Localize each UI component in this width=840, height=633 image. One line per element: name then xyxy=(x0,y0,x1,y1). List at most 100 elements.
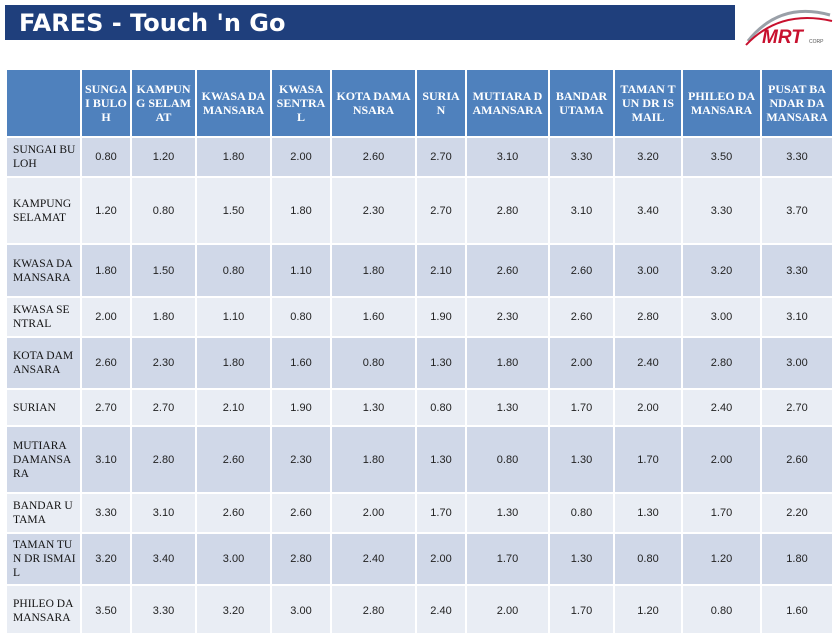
fare-cell: 1.80 xyxy=(330,425,417,494)
fare-cell: 2.10 xyxy=(415,243,467,298)
fare-cell: 0.80 xyxy=(330,336,417,390)
row-label: PHILEO DAMANSARA xyxy=(5,584,82,633)
fare-cell: 0.80 xyxy=(465,425,550,494)
row-label: BANDAR UTAMA xyxy=(5,492,82,534)
fare-cell: 1.50 xyxy=(195,176,272,245)
fare-cell: 3.20 xyxy=(681,243,762,298)
fare-cell: 2.40 xyxy=(681,388,762,427)
fare-cell: 1.30 xyxy=(415,425,467,494)
fare-cell: 1.80 xyxy=(760,532,834,586)
fare-cell: 1.30 xyxy=(465,492,550,534)
fare-cell: 3.70 xyxy=(760,176,834,245)
row-label: SUNGAI BULOH xyxy=(5,136,82,178)
table-row: KWASA SENTRAL 2.00 1.80 1.10 0.80 1.60 1.90 2.3… xyxy=(5,296,834,338)
fare-cell: 0.80 xyxy=(415,388,467,427)
fare-cell: 1.20 xyxy=(613,584,683,633)
fare-cell: 3.30 xyxy=(548,136,615,178)
fare-cell: 2.80 xyxy=(465,176,550,245)
fare-cell: 1.70 xyxy=(613,425,683,494)
fare-cell: 2.00 xyxy=(80,296,132,338)
fare-cell: 2.80 xyxy=(130,425,197,494)
fare-cell: 3.10 xyxy=(548,176,615,245)
fare-cell: 2.40 xyxy=(330,532,417,586)
corner-cell xyxy=(5,68,82,138)
fare-cell: 1.30 xyxy=(465,388,550,427)
title: FARES - Touch 'n Go xyxy=(19,9,286,37)
fare-cell: 0.80 xyxy=(548,492,615,534)
fare-cell: 2.70 xyxy=(760,388,834,427)
fare-cell: 2.00 xyxy=(330,492,417,534)
fare-cell: 2.80 xyxy=(681,336,762,390)
fare-cell: 2.60 xyxy=(465,243,550,298)
fare-cell: 3.10 xyxy=(465,136,550,178)
table-row: SURIAN 2.70 2.70 2.10 1.90 1.30 0.80 1.30 1.70 2.… xyxy=(5,388,834,427)
table-row: KAMPUNG SELAMAT 1.20 0.80 1.50 1.80 2.30 2.70 2… xyxy=(5,176,834,245)
table-row: KWASA DAMANSARA 1.80 1.50 0.80 1.10 1.80 2.10 2… xyxy=(5,243,834,298)
fare-cell: 2.60 xyxy=(195,492,272,534)
fare-cell: 3.30 xyxy=(130,584,197,633)
column-header: MUTIARA DAMANSARA xyxy=(465,68,550,138)
fare-cell: 0.80 xyxy=(270,296,332,338)
logo: MRT CORP xyxy=(745,9,833,48)
fare-cell: 2.60 xyxy=(548,296,615,338)
fare-cell: 3.10 xyxy=(130,492,197,534)
fare-cell: 3.50 xyxy=(80,584,132,633)
fare-cell: 2.60 xyxy=(548,243,615,298)
fare-cell: 1.80 xyxy=(195,336,272,390)
fare-cell: 1.20 xyxy=(130,136,197,178)
column-header: SURIAN xyxy=(415,68,467,138)
row-label: SURIAN xyxy=(5,388,82,427)
fare-cell: 3.50 xyxy=(681,136,762,178)
fare-cell: 1.30 xyxy=(330,388,417,427)
fare-cell: 1.80 xyxy=(130,296,197,338)
fare-cell: 1.70 xyxy=(548,584,615,633)
fare-cell: 1.70 xyxy=(681,492,762,534)
fare-cell: 3.00 xyxy=(613,243,683,298)
fare-cell: 1.80 xyxy=(330,243,417,298)
fare-cell: 2.80 xyxy=(330,584,417,633)
row-label: KWASA DAMANSARA xyxy=(5,243,82,298)
fare-cell: 3.30 xyxy=(760,243,834,298)
fare-cell: 1.60 xyxy=(270,336,332,390)
fare-cell: 1.70 xyxy=(415,492,467,534)
fare-cell: 2.40 xyxy=(613,336,683,390)
fare-cell: 2.70 xyxy=(80,388,132,427)
fare-cell: 2.60 xyxy=(760,425,834,494)
fare-cell: 2.20 xyxy=(760,492,834,534)
fare-cell: 2.00 xyxy=(465,584,550,633)
fare-cell: 2.70 xyxy=(130,388,197,427)
fare-cell: 3.00 xyxy=(195,532,272,586)
table-row: SUNGAI BULOH 0.80 1.20 1.80 2.00 2.60 2.70 3.10… xyxy=(5,136,834,178)
table-row: BANDAR UTAMA 3.30 3.10 2.60 2.60 2.00 1.70 1.30… xyxy=(5,492,834,534)
column-header: KOTA DAMANSARA xyxy=(330,68,417,138)
logo-swoosh xyxy=(746,9,831,42)
fare-cell: 0.80 xyxy=(195,243,272,298)
fare-cell: 1.20 xyxy=(80,176,132,245)
fare-cell: 2.80 xyxy=(270,532,332,586)
fare-cell: 2.00 xyxy=(548,336,615,390)
fare-cell: 2.40 xyxy=(415,584,467,633)
fare-cell: 1.30 xyxy=(548,425,615,494)
fare-cell: 3.20 xyxy=(613,136,683,178)
fare-cell: 3.40 xyxy=(130,532,197,586)
fare-cell: 0.80 xyxy=(130,176,197,245)
fare-cell: 1.90 xyxy=(415,296,467,338)
fare-cell: 3.30 xyxy=(681,176,762,245)
logo-text: MRT xyxy=(762,27,804,48)
fare-cell: 2.00 xyxy=(270,136,332,178)
fare-cell: 2.70 xyxy=(415,176,467,245)
fare-cell: 1.70 xyxy=(465,532,550,586)
fare-cell: 3.20 xyxy=(195,584,272,633)
fare-cell: 3.00 xyxy=(270,584,332,633)
fare-cell: 2.30 xyxy=(270,425,332,494)
fare-cell: 1.60 xyxy=(330,296,417,338)
logo-sub: CORP xyxy=(809,39,824,45)
title-bar: FARES - Touch 'n Go xyxy=(5,5,735,40)
column-header: PUSAT BANDAR DAMANSARA xyxy=(760,68,834,138)
fare-cell: 2.30 xyxy=(130,336,197,390)
row-label: KOTA DAMANSARA xyxy=(5,336,82,390)
fare-cell: 3.20 xyxy=(80,532,132,586)
column-header: KWASA DAMANSARA xyxy=(195,68,272,138)
fare-cell: 2.30 xyxy=(330,176,417,245)
